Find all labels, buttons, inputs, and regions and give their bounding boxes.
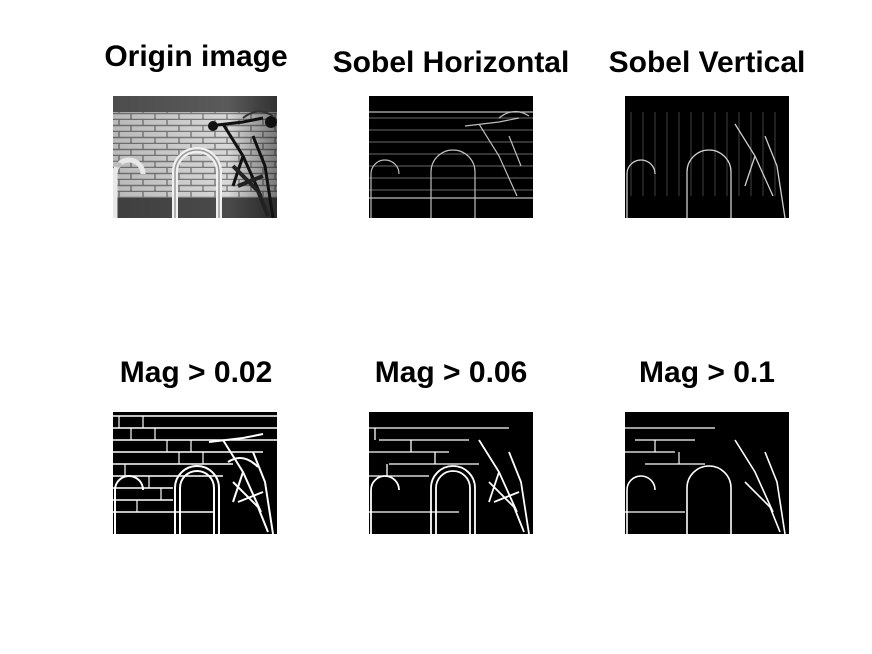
- panel-title-sobel-vertical: Sobel Vertical: [608, 46, 806, 79]
- panel-title-mag-006: Mag > 0.06: [374, 356, 528, 389]
- origin-image: [113, 96, 277, 218]
- sobel-horizontal-graphic: [369, 96, 533, 218]
- panel-title-mag-010: Mag > 0.1: [639, 356, 775, 389]
- panel-title-origin: Origin image: [104, 40, 288, 73]
- mag-002-image: [113, 412, 277, 534]
- sobel-vertical-image: [625, 96, 789, 218]
- mag-006-graphic: [369, 412, 533, 534]
- sobel-vertical-graphic: [625, 96, 789, 218]
- panel-title-mag-002: Mag > 0.02: [119, 356, 273, 389]
- mag-002-graphic: [113, 412, 277, 534]
- mag-010-graphic: [625, 412, 789, 534]
- origin-image-graphic: [113, 96, 277, 218]
- sobel-horizontal-image: [369, 96, 533, 218]
- mag-010-image: [625, 412, 789, 534]
- mag-006-image: [369, 412, 533, 534]
- panel-title-sobel-horizontal: Sobel Horizontal: [332, 46, 570, 79]
